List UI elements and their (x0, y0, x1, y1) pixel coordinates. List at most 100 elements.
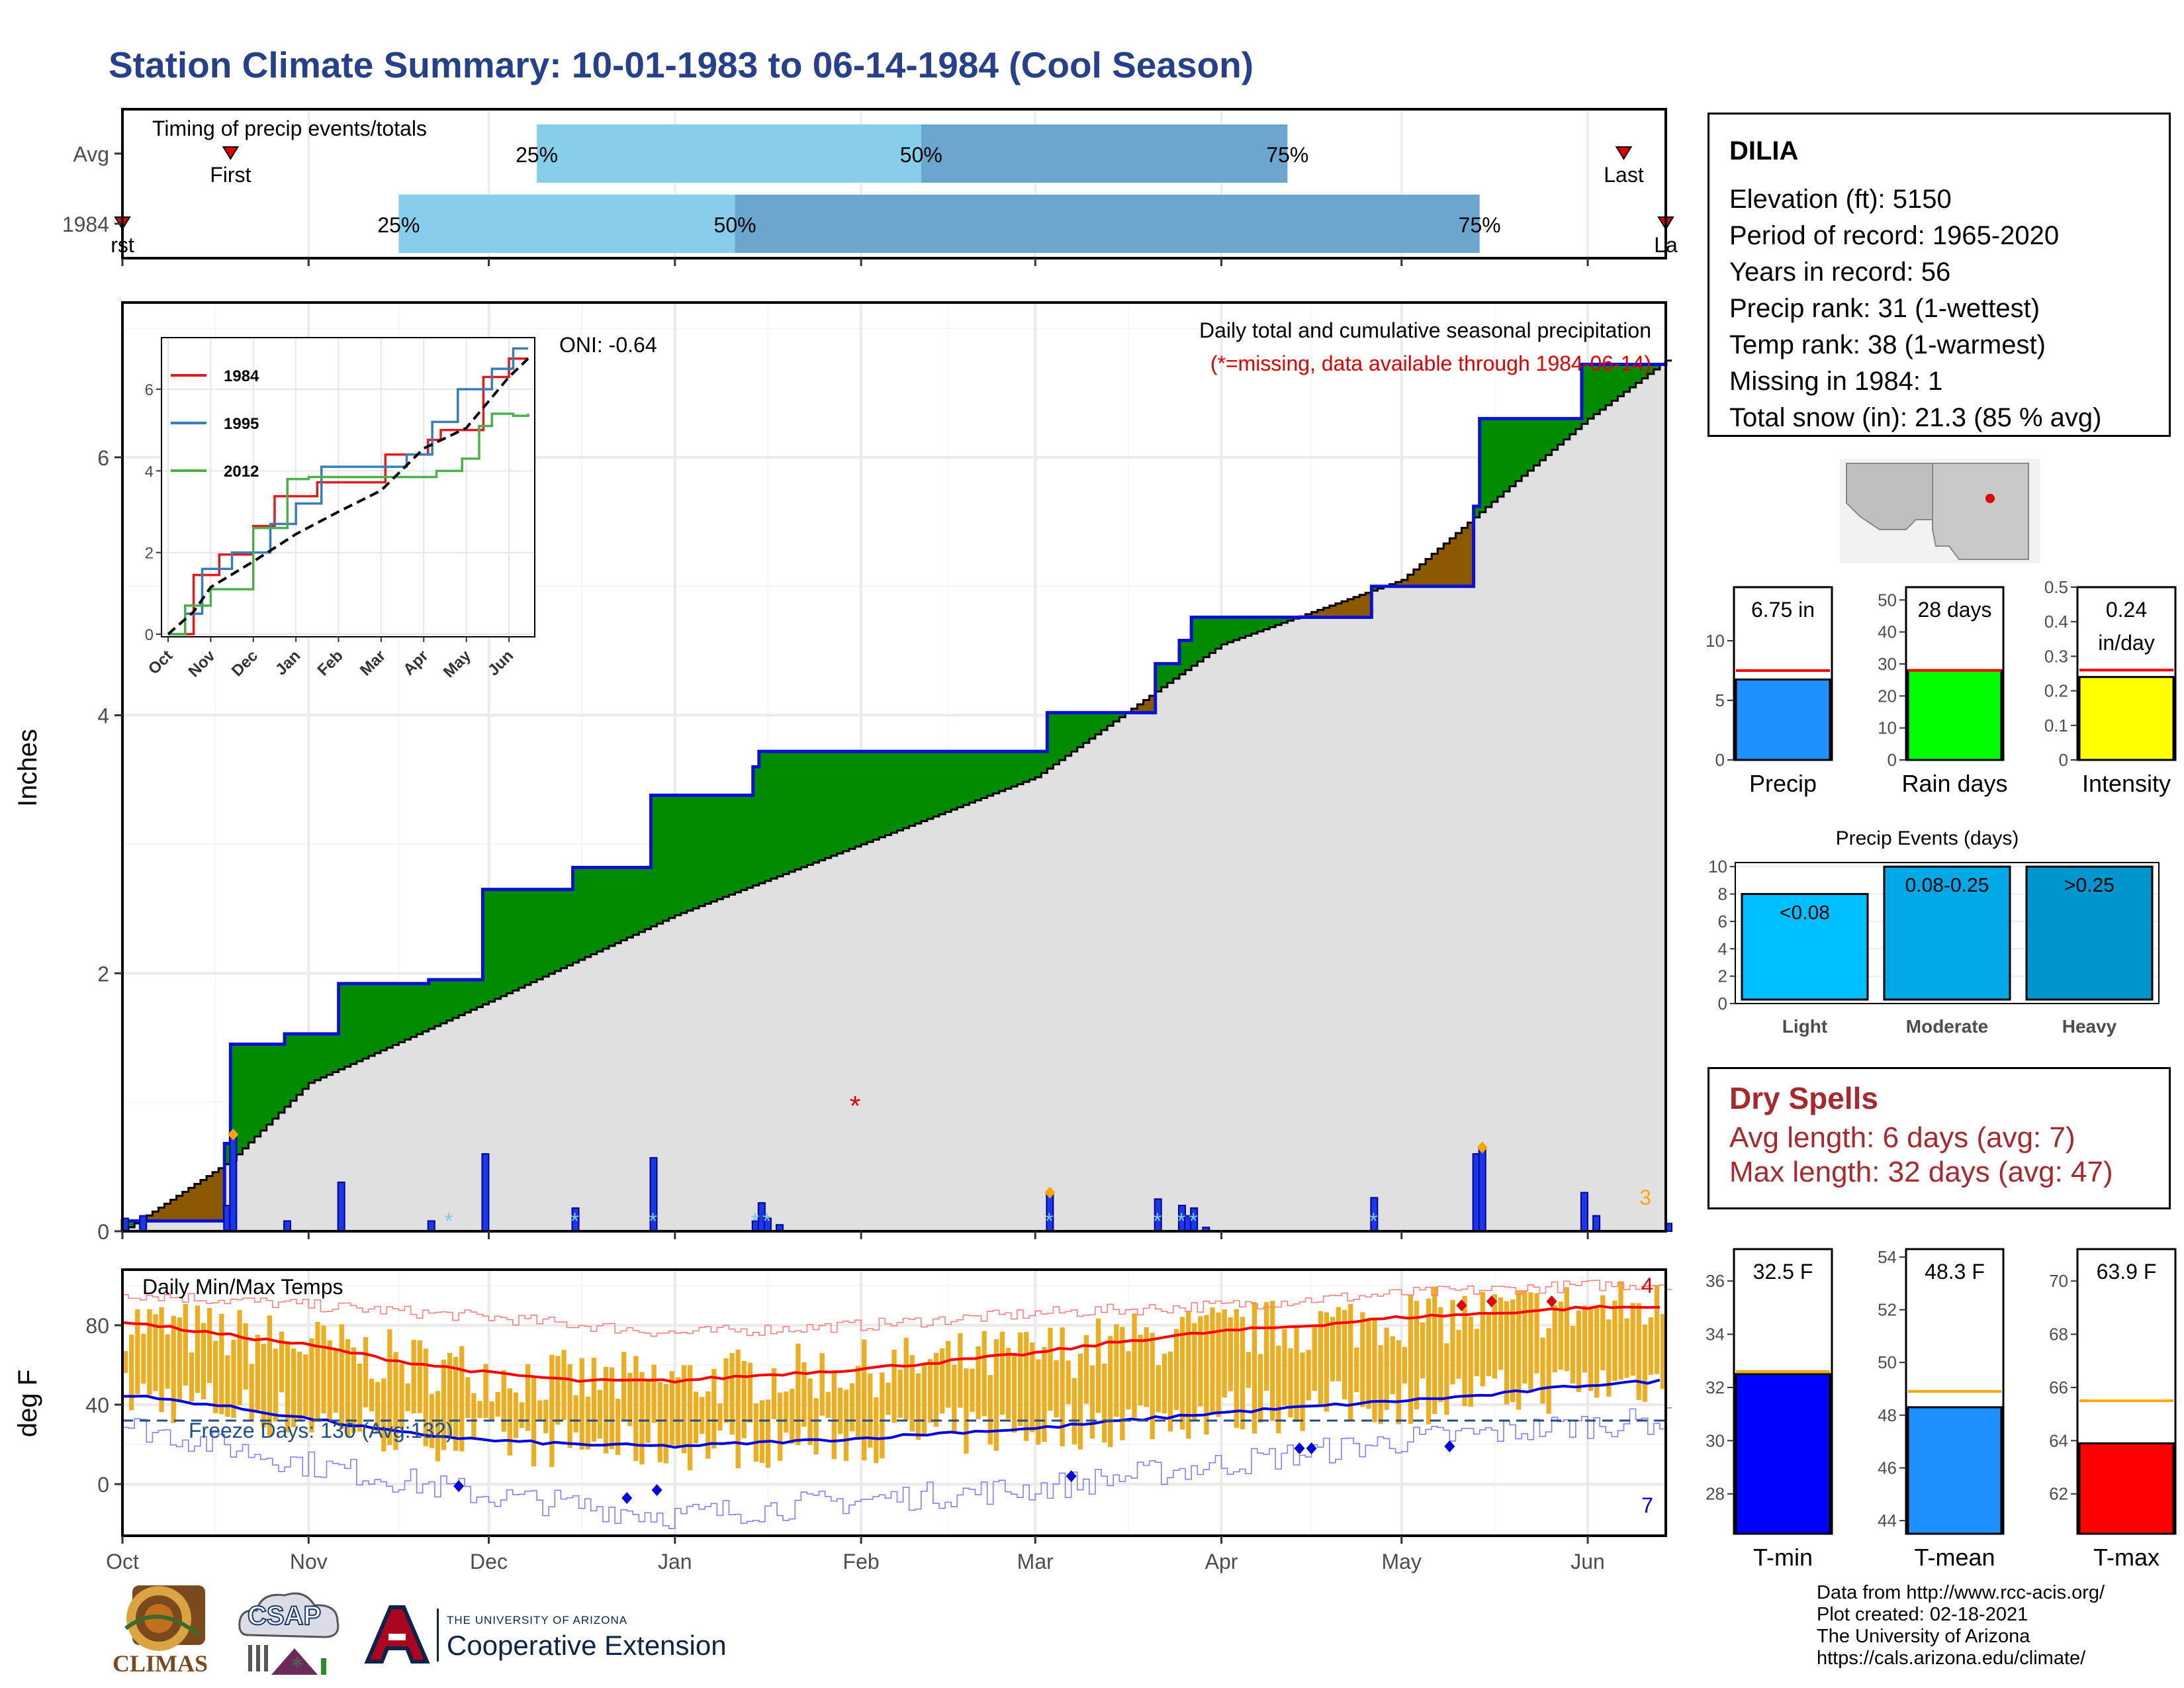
precip-diff-fill (1401, 579, 1408, 586)
temp-daily-bar (1306, 1350, 1311, 1401)
precip-avg-fill (939, 814, 946, 1231)
precip-avg-fill (1569, 434, 1576, 1231)
inset-border (161, 337, 535, 637)
precip-avg-fill (296, 1094, 303, 1231)
precip-diff-fill (921, 751, 928, 821)
precip-avg-fill (1173, 679, 1180, 1231)
temp-daily-bar (921, 1364, 927, 1435)
temp-daily-bar (813, 1397, 819, 1455)
precip-avg-fill (272, 1118, 279, 1231)
precip-avg-fill (338, 1069, 345, 1231)
temp-record-min-line (122, 1407, 1672, 1529)
precip-diff-fill (206, 1176, 213, 1221)
precip-avg-fill (741, 890, 748, 1231)
precip-avg-fill (729, 894, 736, 1231)
precip-avg-fill (1419, 586, 1426, 1231)
temp-daily-bar (1138, 1335, 1143, 1405)
temp-daily-bar (1330, 1317, 1336, 1382)
timing-last-marker (1615, 146, 1633, 160)
temp-daily-bar (1342, 1309, 1347, 1399)
precip-avg-fill (1179, 674, 1186, 1231)
precip-avg-fill (777, 876, 784, 1231)
inset-legend-label: 1984 (224, 367, 259, 385)
precip-avg-fill (182, 1221, 189, 1231)
gauge-y-tick-label: 10 (1878, 718, 1897, 738)
precip-avg-fill (957, 807, 964, 1231)
precip-avg-fill (254, 1136, 261, 1231)
precip-diff-fill (633, 867, 639, 935)
precip-avg-fill (512, 990, 520, 1231)
temp-daily-bar (1588, 1306, 1594, 1391)
temp-daily-bar (219, 1313, 224, 1415)
gauge-y-tick-label: 0.4 (2044, 612, 2068, 632)
precip-diff-fill (1185, 640, 1192, 671)
precip-diff-fill (1623, 364, 1631, 392)
temp-x-tick-label: Apr (1205, 1550, 1238, 1573)
precip-diff-fill (602, 867, 610, 949)
gauge-bar (2078, 1442, 2175, 1535)
precip-avg-fill (459, 1015, 465, 1231)
precip-avg-fill (825, 858, 832, 1231)
temp-daily-bar (735, 1349, 741, 1469)
temp-daily-bar (1546, 1328, 1551, 1414)
dry-spells-avg: Avg length: 6 days (avg: 7) (1729, 1121, 2075, 1154)
precip-avg-fill (1347, 617, 1354, 1231)
precip-avg-fill (987, 796, 994, 1231)
temp-daily-bar (477, 1401, 482, 1419)
precip-diff-fill (152, 1211, 159, 1221)
gauge-y-tick-label: 10 (1706, 631, 1725, 651)
precip-diff-fill (1263, 617, 1270, 630)
precip-diff-fill (1065, 712, 1072, 756)
precip-avg-fill (1305, 617, 1312, 1231)
precip-diff-fill (549, 889, 555, 974)
temp-daily-bar (819, 1353, 825, 1416)
ua-logo: THE UNIVERSITY OF ARIZONA Cooperative Ex… (361, 1602, 758, 1668)
precip-diff-fill (471, 980, 477, 1010)
events-y-tick-label: 6 (1718, 912, 1727, 931)
temp-x-tick-label: May (1382, 1550, 1422, 1573)
temp-daily-bar (741, 1360, 747, 1438)
temp-daily-bar (291, 1348, 296, 1427)
precip-diff-fill (1311, 612, 1318, 618)
precip-y-tick-label: 0 (97, 1220, 109, 1244)
precip-diff-fill (1281, 617, 1288, 623)
precip-diff-fill (1491, 418, 1498, 502)
precip-diff-fill (1173, 663, 1180, 679)
precip-avg-fill (1395, 586, 1402, 1231)
temp-daily-bar (195, 1305, 201, 1393)
temp-daily-bar (255, 1335, 260, 1411)
precip-diff-fill (1149, 696, 1156, 713)
precip-diff-fill (1347, 599, 1354, 618)
precip-diff-fill (747, 795, 754, 888)
precip-diff-fill (1071, 712, 1078, 752)
precip-diff-fill (1653, 364, 1661, 370)
precip-avg-fill (969, 802, 976, 1231)
timing-label-75: 75% (1266, 143, 1308, 167)
precip-diff-fill (332, 1033, 340, 1072)
precip-diff-fill (531, 889, 537, 982)
temp-daily-bar (807, 1378, 813, 1445)
temp-daily-bar (1144, 1327, 1149, 1407)
temp-daily-bar (1011, 1353, 1017, 1433)
precip-diff-fill (909, 751, 916, 826)
precip-diff-fill (356, 983, 363, 1062)
gauge-y-tick-label: 50 (1878, 1352, 1897, 1372)
precip-diff-fill (1641, 364, 1649, 379)
precip-avg-fill (1107, 726, 1114, 1231)
precip-avg-fill (398, 1042, 406, 1231)
precip-avg-fill (1257, 631, 1264, 1231)
precip-diff-fill (651, 795, 658, 927)
precip-diff-fill (1455, 533, 1463, 586)
temp-daily-bar (639, 1372, 645, 1465)
temp-daily-bar (1348, 1303, 1353, 1422)
precip-diff-fill (428, 980, 435, 1029)
temp-x-tick-label: Oct (106, 1550, 139, 1573)
precip-diff-fill (1113, 712, 1120, 722)
station-elevation: Elevation (ft): 5150 (1729, 185, 1952, 214)
precip-diff-fill (182, 1192, 189, 1221)
precip-avg-fill (1197, 661, 1204, 1231)
precip-avg-fill (861, 844, 868, 1231)
precip-avg-fill (1287, 620, 1295, 1231)
precip-avg-fill (1155, 691, 1162, 1231)
precip-diff-fill (1485, 418, 1492, 507)
